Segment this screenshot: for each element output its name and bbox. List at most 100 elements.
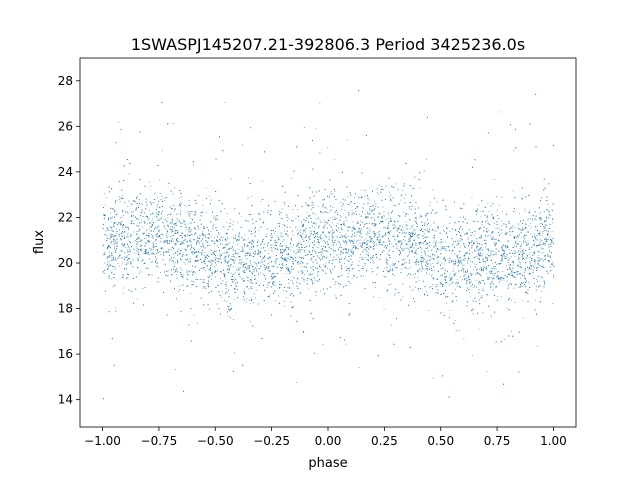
data-point (104, 234, 106, 236)
data-point (329, 217, 331, 219)
data-point (243, 278, 245, 280)
data-point (379, 240, 381, 242)
data-point (248, 248, 250, 250)
data-point (324, 265, 326, 266)
data-point (167, 214, 168, 216)
data-point (212, 274, 213, 276)
data-point (540, 252, 542, 254)
data-point (241, 246, 243, 248)
data-point (463, 245, 465, 247)
data-point (493, 253, 495, 255)
data-point (351, 261, 353, 263)
data-point (476, 263, 478, 265)
data-point (317, 273, 319, 275)
data-point (497, 296, 498, 298)
data-point (408, 233, 409, 235)
data-point (426, 248, 428, 250)
data-point (213, 253, 215, 255)
data-point (551, 242, 552, 243)
data-point (421, 256, 423, 258)
data-point (365, 257, 367, 259)
data-point (340, 202, 342, 204)
data-point (137, 242, 139, 244)
data-point (316, 237, 318, 239)
data-point (269, 282, 270, 283)
data-point (290, 249, 291, 251)
data-point (275, 231, 276, 232)
data-point (268, 270, 270, 272)
data-point (258, 274, 259, 276)
data-point (544, 283, 545, 285)
data-point (241, 215, 243, 217)
data-point (262, 258, 264, 260)
data-point (323, 239, 324, 241)
data-point (114, 222, 116, 224)
data-point (535, 228, 537, 230)
data-point (319, 264, 321, 266)
data-point (321, 258, 323, 260)
data-point (293, 250, 295, 252)
data-point (497, 249, 499, 251)
data-point (114, 248, 115, 250)
data-point (165, 228, 167, 230)
data-point (190, 292, 191, 294)
data-point (300, 273, 302, 275)
data-point (490, 287, 491, 289)
data-point (466, 231, 468, 233)
data-point (110, 213, 112, 214)
data-point (228, 254, 230, 256)
data-point (261, 247, 262, 249)
data-point (393, 227, 395, 228)
data-point (218, 200, 220, 201)
data-point (475, 273, 477, 275)
data-point (141, 260, 143, 262)
data-point (105, 234, 107, 236)
data-point (186, 205, 188, 207)
data-point (148, 254, 150, 255)
data-point (440, 275, 442, 277)
data-point (182, 274, 184, 276)
data-point (211, 279, 213, 280)
data-point (139, 240, 140, 242)
data-point (269, 214, 271, 216)
data-point (115, 228, 117, 230)
data-point (421, 251, 422, 253)
data-point (333, 250, 335, 251)
data-point (108, 260, 110, 262)
data-point (124, 247, 126, 249)
data-point (175, 274, 177, 276)
data-point (528, 247, 530, 249)
data-point (373, 296, 374, 298)
data-point (367, 242, 368, 244)
data-point (471, 197, 473, 199)
data-point (407, 255, 409, 257)
data-point (232, 242, 234, 244)
data-point (261, 259, 263, 261)
data-point (400, 245, 402, 247)
data-point (479, 248, 481, 250)
data-point (520, 285, 522, 287)
data-point (231, 276, 233, 277)
data-point (173, 263, 175, 265)
data-point (457, 254, 459, 256)
data-point (497, 227, 499, 229)
data-point (188, 199, 190, 201)
data-point (232, 221, 234, 223)
data-point (512, 272, 514, 274)
data-point (349, 283, 351, 284)
data-point (511, 250, 512, 252)
data-point (463, 268, 465, 270)
data-point (478, 250, 479, 252)
data-point (245, 268, 247, 269)
data-point (229, 242, 231, 244)
data-point (493, 222, 495, 224)
data-point (452, 262, 454, 264)
data-point (367, 254, 369, 256)
data-point (536, 267, 537, 269)
data-point (144, 237, 145, 239)
data-point (104, 233, 106, 235)
data-point (359, 239, 361, 241)
data-point (126, 249, 128, 251)
data-point (467, 238, 469, 240)
data-point (412, 274, 414, 276)
